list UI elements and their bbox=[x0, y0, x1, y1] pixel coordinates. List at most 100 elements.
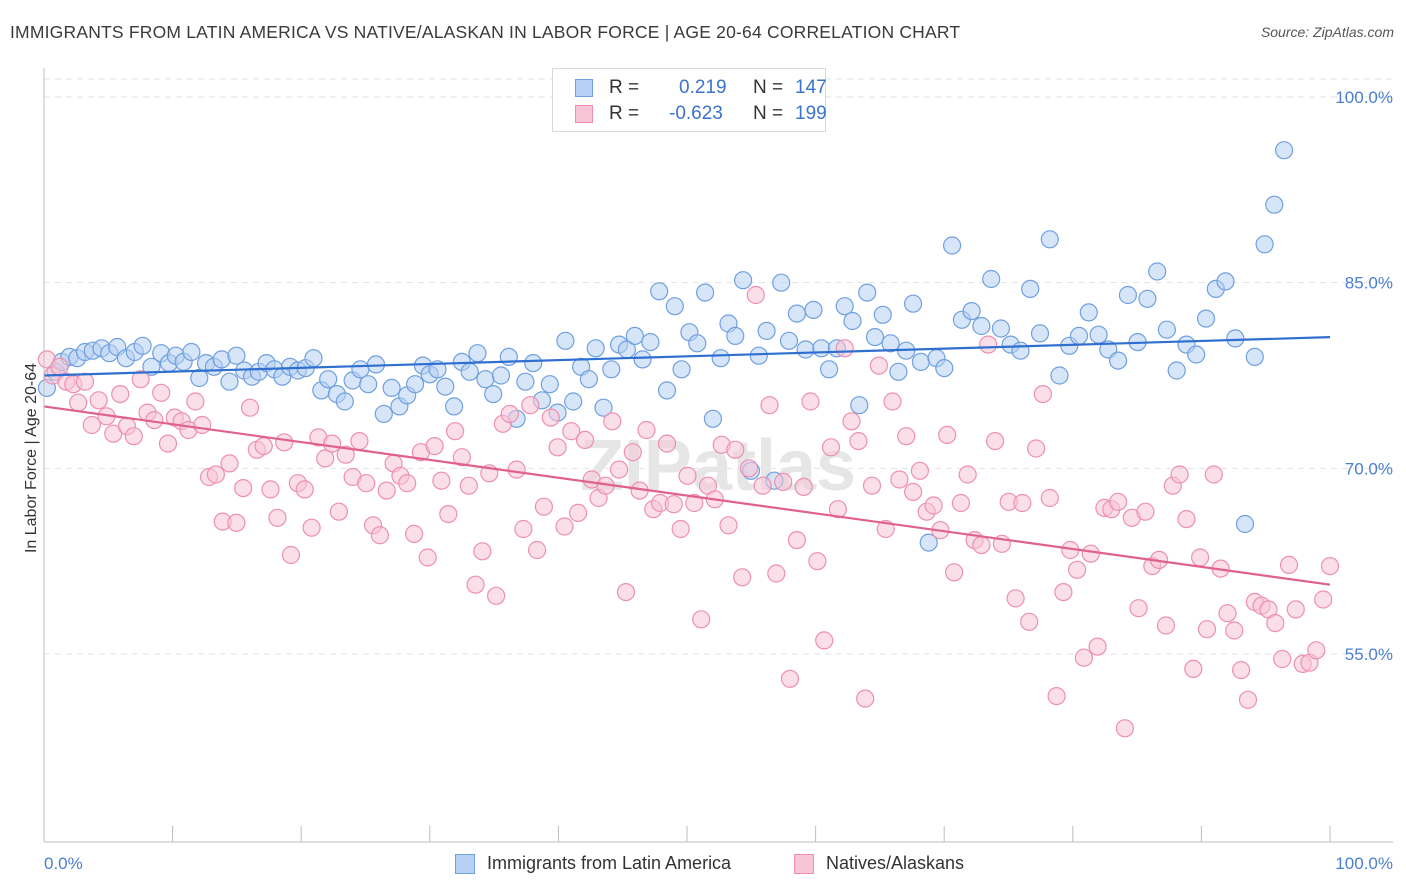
scatter-point bbox=[516, 372, 535, 391]
scatter-point bbox=[890, 470, 909, 489]
scatter-point bbox=[1320, 556, 1340, 576]
scatter-point bbox=[772, 273, 791, 292]
scatter-point bbox=[1021, 279, 1040, 298]
scatter-point bbox=[796, 340, 815, 359]
scatter-point bbox=[1129, 599, 1148, 618]
scatter-point bbox=[466, 575, 485, 594]
scatter-point bbox=[377, 481, 396, 500]
scatter-point bbox=[903, 294, 923, 313]
scatter-point bbox=[858, 283, 877, 302]
scatter-point bbox=[972, 316, 991, 336]
scatter-point bbox=[111, 385, 130, 404]
scatter-point bbox=[335, 392, 354, 411]
x-tick-labels: 0.0% 100.0% bbox=[44, 854, 1393, 873]
scatter-point bbox=[835, 339, 854, 358]
scatter-point bbox=[359, 375, 378, 394]
scatter-point bbox=[507, 460, 526, 479]
scatter-point bbox=[919, 533, 938, 552]
scatter-point bbox=[1177, 509, 1196, 529]
scatter-point bbox=[935, 359, 954, 378]
legend-n-label: N = bbox=[753, 77, 784, 98]
scatter-point bbox=[903, 482, 923, 501]
scatter-point bbox=[1216, 272, 1235, 291]
scatter-point bbox=[351, 360, 370, 379]
trend-line-natives bbox=[43, 405, 1331, 586]
scatter-point bbox=[1170, 465, 1189, 484]
bottom-legend-swatch-blue bbox=[455, 854, 475, 874]
scatter-point bbox=[1157, 320, 1177, 339]
scatter-point bbox=[1013, 493, 1032, 513]
scatter-point bbox=[944, 563, 964, 582]
scatter-point bbox=[142, 357, 161, 376]
scatter-point bbox=[849, 432, 868, 451]
scatter-point bbox=[323, 434, 342, 453]
scatter-point bbox=[436, 377, 455, 396]
scatter-point bbox=[819, 360, 839, 379]
scatter-point bbox=[500, 404, 519, 423]
scatter-point bbox=[304, 349, 323, 368]
scatter-point bbox=[1074, 648, 1094, 667]
scatter-point bbox=[89, 391, 108, 410]
legend-swatch-blue bbox=[575, 79, 593, 97]
legend-n-label: N = bbox=[753, 103, 784, 124]
scatter-point bbox=[1307, 641, 1326, 660]
scatter-point bbox=[220, 454, 239, 473]
scatter-point bbox=[1030, 324, 1050, 343]
scatter-point bbox=[692, 610, 711, 629]
scatter-point bbox=[541, 408, 560, 427]
scatter-point bbox=[1026, 439, 1046, 458]
scatter-point bbox=[733, 271, 753, 290]
scatter-point bbox=[1204, 465, 1223, 484]
scatter-point bbox=[1314, 590, 1333, 609]
scatter-point bbox=[603, 412, 622, 431]
scatter-point bbox=[1238, 690, 1258, 709]
legend-r-label: R = bbox=[609, 77, 640, 98]
scatter-point bbox=[302, 518, 321, 537]
scatter-point bbox=[1266, 613, 1285, 633]
scatter-point bbox=[460, 362, 479, 381]
scatter-point bbox=[678, 466, 697, 485]
series-immigrants-points bbox=[37, 141, 1294, 552]
scatter-point bbox=[432, 471, 451, 490]
scatter-point bbox=[633, 350, 652, 369]
y-tick-label: 55.0% bbox=[1345, 645, 1393, 664]
scatter-point bbox=[1196, 309, 1216, 328]
scatter-point bbox=[794, 477, 813, 496]
scatter-point bbox=[524, 354, 543, 373]
scatter-point bbox=[1265, 195, 1284, 214]
scatter-point bbox=[1231, 660, 1251, 680]
scatter-point bbox=[281, 545, 301, 565]
scatter-point bbox=[227, 513, 246, 532]
scatter-point bbox=[1006, 589, 1025, 608]
scatter-point bbox=[1047, 686, 1066, 706]
scatter-point bbox=[1190, 548, 1210, 567]
scatter-point bbox=[774, 472, 793, 491]
bottom-legend-swatch-pink bbox=[794, 854, 814, 874]
scatter-point bbox=[1079, 303, 1098, 322]
scatter-point bbox=[405, 524, 424, 544]
scatter-point bbox=[726, 326, 745, 345]
scatter-point bbox=[623, 443, 642, 462]
y-axis-label: In Labor Force | Age 20-64 bbox=[23, 363, 40, 553]
scatter-point bbox=[1138, 289, 1157, 308]
source-label: Source: ZipAtlas.com bbox=[1260, 24, 1394, 40]
scatter-point bbox=[1089, 325, 1108, 344]
scatter-point bbox=[911, 352, 931, 371]
scatter-point bbox=[206, 465, 225, 484]
scatter-point bbox=[757, 321, 776, 340]
axes bbox=[43, 68, 1393, 843]
scatter-point bbox=[428, 360, 447, 379]
scatter-point bbox=[835, 297, 854, 316]
scatter-point bbox=[220, 372, 239, 391]
scatter-point bbox=[350, 432, 369, 451]
scatter-point bbox=[1274, 141, 1294, 160]
scatter-point bbox=[910, 461, 930, 480]
scatter-point bbox=[418, 548, 437, 567]
scatter-point bbox=[873, 305, 892, 324]
scatter-point bbox=[815, 631, 834, 650]
scatter-point bbox=[711, 349, 730, 368]
scatter-point bbox=[869, 356, 889, 375]
scatter-point bbox=[254, 437, 273, 456]
scatter-point bbox=[801, 392, 820, 411]
scatter-point bbox=[1069, 326, 1089, 345]
